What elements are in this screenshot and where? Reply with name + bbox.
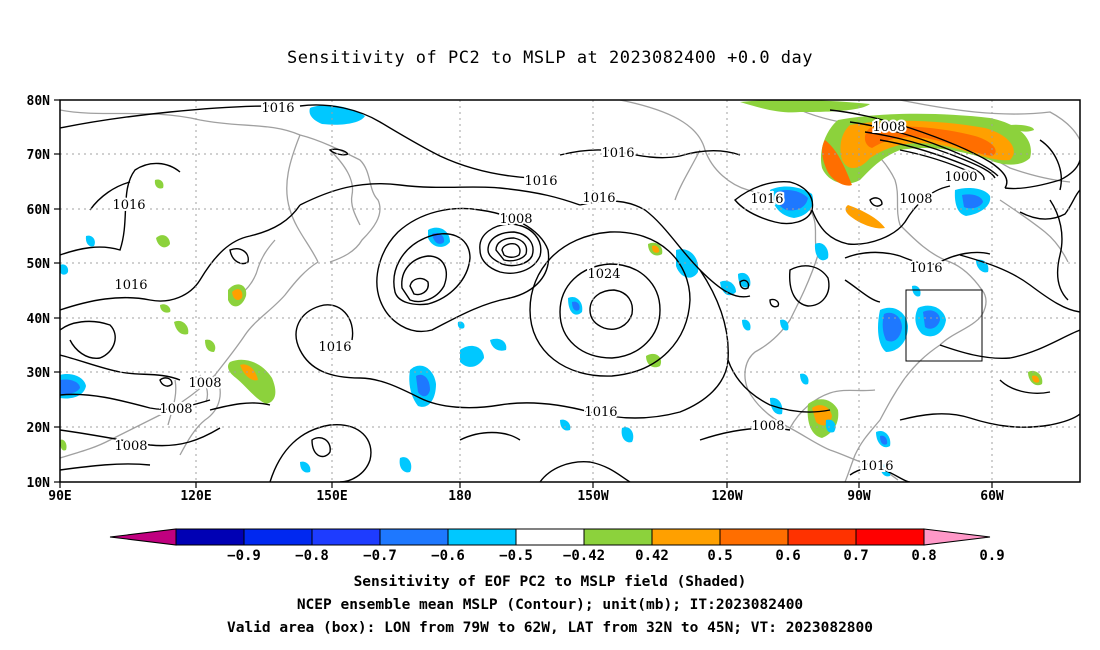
lon-label: 90W xyxy=(847,489,871,504)
gridlines xyxy=(60,100,1080,482)
colorbar-label: 0.6 xyxy=(775,548,800,564)
lon-label: 120W xyxy=(711,489,742,504)
colorbar: −0.9 −0.8 −0.7 −0.6 −0.5 −0.42 0.42 0.5 0.6 0.7 0.… xyxy=(109,528,1005,564)
lat-label: 40N xyxy=(27,312,51,327)
colorbar-swatch xyxy=(855,528,925,546)
contour-label: 1008 xyxy=(114,439,147,454)
colorbar-label: −0.8 xyxy=(295,548,329,564)
lat-label: 70N xyxy=(27,148,51,163)
contour-label: 1016 xyxy=(114,278,147,293)
lat-labels: 80N 70N 60N 50N 40N 30N 20N 10N xyxy=(27,94,51,491)
colorbar-swatch xyxy=(311,528,381,546)
colorbar-label: −0.42 xyxy=(563,548,605,564)
coastlines xyxy=(60,100,1080,482)
contour-label: 1016 xyxy=(860,459,893,474)
contour-label: 1024 xyxy=(587,267,620,282)
lon-label: 180 xyxy=(448,489,472,504)
colorbar-label: −0.7 xyxy=(363,548,397,564)
colorbar-swatch xyxy=(787,528,857,546)
lon-label: 60W xyxy=(980,489,1004,504)
contour-label: 1008 xyxy=(499,212,532,227)
tick-marks xyxy=(54,99,993,488)
colorbar-label: −0.9 xyxy=(227,548,261,564)
contour-label: 1016 xyxy=(601,146,634,161)
sensitivity-shading xyxy=(60,100,1043,477)
contour-label: 1008 xyxy=(872,120,905,135)
colorbar-label: 0.7 xyxy=(843,548,868,564)
colorbar-label: −0.6 xyxy=(431,548,465,564)
colorbar-swatch xyxy=(379,528,449,546)
contour-label: 1016 xyxy=(318,340,351,355)
colorbar-label: 0.9 xyxy=(979,548,1004,564)
colorbar-label: 0.42 xyxy=(635,548,669,564)
colorbar-swatch xyxy=(583,528,653,546)
contour-label: 1016 xyxy=(584,405,617,420)
colorbar-swatch xyxy=(175,528,245,546)
colorbar-label: 0.5 xyxy=(707,548,732,564)
colorbar-swatch xyxy=(243,528,313,546)
colorbar-triangle-low xyxy=(109,528,177,546)
contour-label: 1016 xyxy=(524,174,557,189)
chart-title: Sensitivity of PC2 to MSLP at 2023082400… xyxy=(286,48,813,68)
lon-label: 90E xyxy=(48,489,71,504)
contour-labels: 1016 1016 1016 1016 1016 1016 1016 1016 … xyxy=(110,99,979,476)
contour-label: 1008 xyxy=(188,376,221,391)
lon-label: 150E xyxy=(316,489,347,504)
colorbar-swatch xyxy=(515,528,585,546)
contour-label: 1008 xyxy=(751,419,784,434)
colorbar-label: 0.8 xyxy=(911,548,936,564)
colorbar-swatch xyxy=(719,528,789,546)
colorbar-swatch xyxy=(651,528,721,546)
contour-label: 1008 xyxy=(159,402,192,417)
contour-label: 1000 xyxy=(944,170,977,185)
lat-label: 60N xyxy=(27,203,51,218)
contour-label: 1016 xyxy=(261,101,294,116)
contour-label: 1016 xyxy=(582,191,615,206)
valid-area-box xyxy=(905,289,983,362)
map-frame xyxy=(59,99,1081,483)
colorbar-label: −0.5 xyxy=(499,548,533,564)
mslp-contours xyxy=(60,104,1080,482)
lat-label: 80N xyxy=(27,94,51,109)
contour-label: 1016 xyxy=(112,198,145,213)
caption-shading: Sensitivity of EOF PC2 to MSLP field (Sh… xyxy=(353,574,747,590)
lat-label: 20N xyxy=(27,421,51,436)
lat-label: 50N xyxy=(27,257,51,272)
colorbar-swatch xyxy=(447,528,517,546)
colorbar-triangle-high xyxy=(923,528,991,546)
lat-label: 30N xyxy=(27,366,51,381)
contour-label: 1008 xyxy=(899,192,932,207)
caption-valid-area: Valid area (box): LON from 79W to 62W, L… xyxy=(226,620,873,636)
contour-label: 1016 xyxy=(750,192,783,207)
lon-labels: 90E 120E 150E 180 150W 120W 90W 60W xyxy=(48,489,1004,504)
lon-label: 120E xyxy=(180,489,211,504)
caption-contour: NCEP ensemble mean MSLP (Contour); unit(… xyxy=(296,597,804,613)
lat-label: 10N xyxy=(27,476,51,491)
lon-label: 150W xyxy=(577,489,608,504)
contour-label: 1016 xyxy=(909,261,942,276)
